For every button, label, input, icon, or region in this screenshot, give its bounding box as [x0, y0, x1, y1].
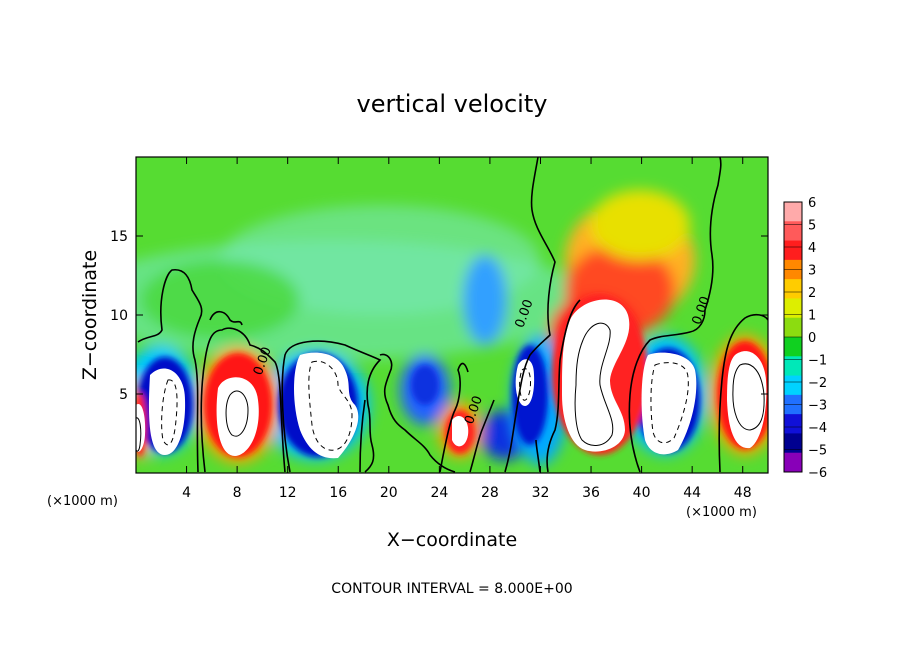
colorbar-tick-label: −1 — [808, 354, 827, 369]
colorbar-swatch — [784, 202, 802, 222]
y-axis: 5 10 15 — [110, 229, 768, 403]
colorbar-tick-label: 4 — [808, 241, 816, 256]
colorbar-swatch — [784, 298, 802, 319]
colorbar-swatch — [784, 452, 802, 473]
colorbar-swatch — [784, 221, 802, 242]
y-tick-label: 15 — [110, 229, 128, 245]
x-tick-label: 28 — [481, 485, 499, 501]
colorbar-tick-label: 3 — [808, 264, 816, 279]
x-tick-label: 24 — [430, 485, 448, 501]
zero-contours — [137, 157, 768, 473]
x-tick-label: 8 — [233, 485, 242, 501]
dashed-contours — [161, 360, 689, 451]
x-axis-label: X−coordinate — [387, 529, 517, 551]
colorbar-tick-label: 6 — [808, 196, 816, 211]
colorbar-tick-label: −4 — [808, 421, 827, 436]
core-contours — [136, 322, 765, 452]
saturated-cores — [136, 299, 767, 459]
colorbar-swatch — [784, 375, 802, 396]
x-axis-units-left: (×1000 m) — [47, 494, 118, 509]
colorbar-tick-label: 1 — [808, 309, 816, 324]
x-tick-label: 16 — [329, 485, 347, 501]
x-tick-label: 4 — [182, 485, 191, 501]
velocity-field: 0.000.000.00 0.00 — [136, 157, 768, 473]
x-axis: 4 8 12 16 20 24 28 32 36 40 44 48 — [182, 157, 752, 501]
chart-title: vertical velocity — [357, 90, 548, 118]
colorbar-tick-label: 0 — [808, 331, 816, 346]
y-tick-label: 5 — [119, 387, 128, 403]
x-tick-label: 20 — [380, 485, 398, 501]
y-axis-label: Z−coordinate — [79, 250, 101, 380]
colorbar-swatch — [784, 279, 802, 299]
colorbar-tick-label: −2 — [808, 376, 827, 391]
colorbar-swatch — [784, 356, 802, 377]
x-tick-label: 44 — [683, 485, 701, 501]
colorbar-swatch — [784, 240, 802, 261]
colorbar-swatch — [784, 414, 802, 434]
colorbar-swatch — [784, 337, 802, 357]
colorbar-tick-label: −3 — [808, 399, 827, 414]
y-tick-label: 10 — [110, 308, 128, 324]
contour-interval-note: CONTOUR INTERVAL = 8.000E+00 — [331, 581, 572, 597]
colorbar-swatch — [784, 317, 802, 338]
colorbar-swatch — [784, 433, 802, 454]
x-tick-label: 36 — [582, 485, 600, 501]
colorbar: 6 5 4 3 2 1 0 −1 −2 −3 −4 −5 −6 — [783, 196, 827, 481]
colorbar-tick-label: −6 — [808, 466, 827, 481]
x-tick-label: 40 — [633, 485, 651, 501]
colorbar-tick-label: 5 — [808, 219, 816, 234]
colorbar-tick-label: 2 — [808, 286, 816, 301]
x-tick-label: 32 — [532, 485, 550, 501]
colorbar-tick-label: −5 — [808, 444, 827, 459]
x-tick-label: 48 — [734, 485, 752, 501]
x-axis-units-right: (×1000 m) — [686, 505, 757, 520]
x-tick-label: 12 — [279, 485, 297, 501]
